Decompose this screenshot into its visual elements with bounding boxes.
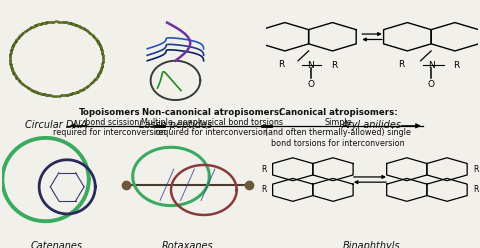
Text: Rotaxanes: Rotaxanes: [162, 241, 213, 248]
Text: Topoisomers: Topoisomers: [79, 108, 141, 117]
Text: Catenanes: Catenanes: [30, 241, 83, 248]
Text: R: R: [262, 185, 267, 194]
Text: Non-canonical atropisomers:: Non-canonical atropisomers:: [142, 108, 282, 117]
Text: Circular DNA: Circular DNA: [25, 120, 87, 130]
Text: Aryl anilides: Aryl anilides: [342, 120, 402, 130]
Text: R: R: [278, 60, 284, 68]
Text: N: N: [428, 61, 434, 70]
Text: R: R: [262, 165, 267, 174]
Text: R: R: [473, 185, 478, 194]
Text: Simple
(and often thermally-allowed) single
bond torsions for interconversion: Simple (and often thermally-allowed) sin…: [265, 118, 411, 148]
Text: Multiple, nonphysical bond torsions
required for interconversion: Multiple, nonphysical bond torsions requ…: [141, 118, 283, 137]
Text: R: R: [453, 61, 460, 70]
Text: Binaphthyls: Binaphthyls: [343, 241, 401, 248]
Text: Lasso peptides: Lasso peptides: [139, 120, 212, 130]
Text: R: R: [473, 165, 478, 174]
Text: R: R: [398, 60, 405, 68]
Text: : bond scission
required for interconversion: : bond scission required for interconver…: [53, 118, 166, 137]
Text: N: N: [307, 61, 314, 70]
Text: Canonical atropisomers:: Canonical atropisomers:: [279, 108, 397, 117]
Text: O: O: [307, 80, 314, 89]
Text: R: R: [331, 61, 337, 70]
Text: O: O: [428, 80, 434, 89]
